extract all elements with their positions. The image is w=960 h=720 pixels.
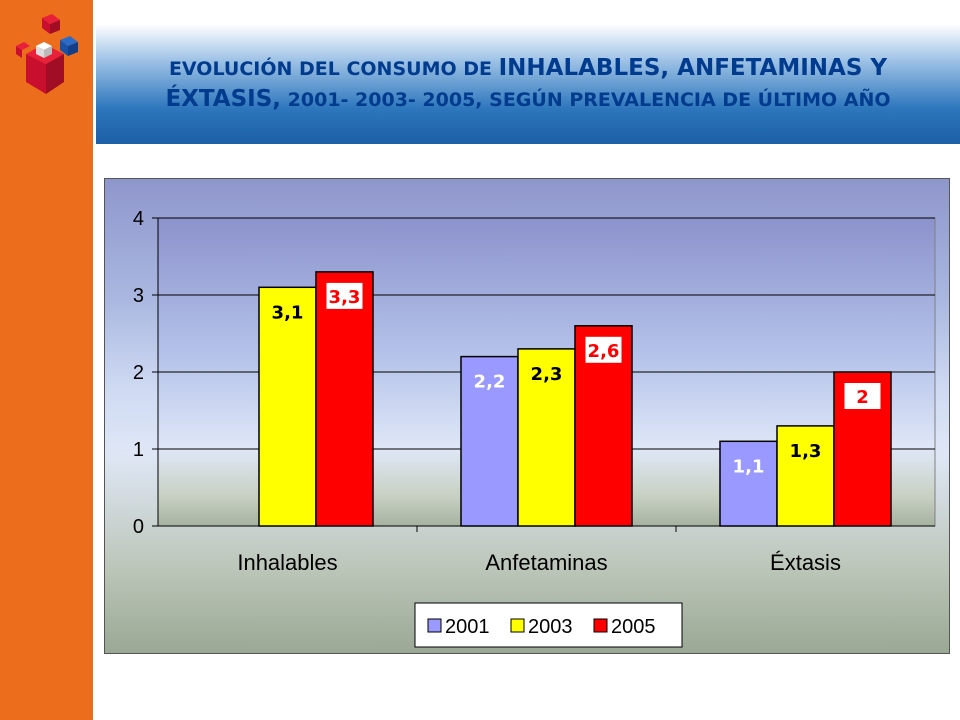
legend-label: 2005 xyxy=(611,616,656,638)
data-label-bg xyxy=(326,282,363,309)
data-label: 2 xyxy=(856,387,869,408)
data-label-bg xyxy=(787,436,824,463)
title-part-2: INHALABLES, ANFETAMINAS Y ÉXTASIS, xyxy=(165,54,888,112)
legend-swatch xyxy=(427,618,442,633)
y-tick-label: 0 xyxy=(133,516,144,538)
cube-logo-icon xyxy=(8,14,88,100)
legend-box xyxy=(414,602,683,648)
category-label: Inhalables xyxy=(237,550,337,575)
data-label: 2,2 xyxy=(474,372,506,393)
bar-2005-Inhalables xyxy=(315,271,374,527)
title-part-3: 2001- 2003- 2005, SEGÚN PREVALENCIA DE Ú… xyxy=(287,89,891,111)
title-part-1: EVOLUCIÓN DEL CONSUMO DE xyxy=(168,57,492,80)
data-label-bg xyxy=(585,336,622,363)
data-label-bg xyxy=(730,452,767,479)
legend-label: 2001 xyxy=(445,616,490,638)
chart-area: 0 1 2 3 4 3,1 3,3 Inhalables 2,2 2,3 2,6 Anfetamina… xyxy=(104,178,950,654)
bar-2001-Anfetaminas xyxy=(460,355,519,527)
y-tick-label: 2 xyxy=(133,362,144,384)
data-label: 2,3 xyxy=(531,364,563,385)
y-tick-label: 1 xyxy=(133,439,144,461)
sidebar-accent xyxy=(0,0,93,720)
y-tick-label: 4 xyxy=(133,208,144,230)
legend-swatch xyxy=(593,618,608,633)
data-label: 1,3 xyxy=(790,441,822,462)
title-banner: EVOLUCIÓN DEL CONSUMO DE INHALABLES, ANF… xyxy=(96,24,960,144)
bar-chart: 0 1 2 3 4 3,1 3,3 Inhalables 2,2 2,3 2,6 Anfetamina… xyxy=(133,208,936,648)
data-label-bg xyxy=(844,383,881,409)
page-title: EVOLUCIÓN DEL CONSUMO DE INHALABLES, ANF… xyxy=(118,53,938,115)
legend-swatch xyxy=(510,618,525,633)
data-label-bg xyxy=(269,298,306,325)
category-label: Anfetaminas xyxy=(485,550,607,575)
category-label: Éxtasis xyxy=(770,550,841,575)
y-tick-label: 3 xyxy=(133,285,144,307)
bar-2003-Inhalables xyxy=(258,286,317,527)
data-label: 3,1 xyxy=(272,302,304,323)
data-label-bg xyxy=(528,359,565,386)
data-label: 2,6 xyxy=(588,341,620,362)
data-label: 3,3 xyxy=(329,287,361,308)
data-label: 1,1 xyxy=(733,456,765,477)
legend-label: 2003 xyxy=(528,616,573,638)
data-label-bg xyxy=(471,367,508,394)
